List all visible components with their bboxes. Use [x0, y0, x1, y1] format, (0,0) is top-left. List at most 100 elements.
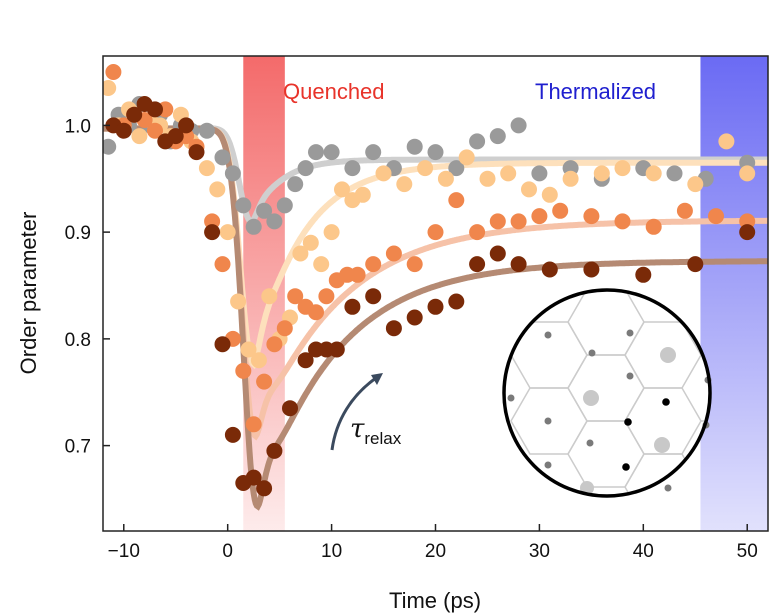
data-point	[266, 213, 283, 230]
x-tick-label: −10	[108, 541, 140, 562]
data-point	[214, 149, 231, 166]
small-atom	[626, 372, 634, 380]
data-point	[308, 144, 324, 161]
large-atom	[583, 390, 599, 406]
data-point	[489, 213, 506, 230]
data-point	[448, 293, 465, 310]
data-point	[276, 197, 293, 214]
data-point	[531, 208, 548, 225]
data-point	[266, 442, 283, 459]
data-point	[541, 261, 558, 278]
data-point	[147, 101, 163, 118]
data-point	[614, 213, 631, 230]
x-tick-label: 30	[529, 541, 550, 562]
region-thermalized	[700, 56, 768, 531]
inset-lattice	[502, 288, 712, 498]
data-point	[131, 128, 148, 145]
data-point	[235, 362, 252, 379]
data-point	[521, 181, 537, 198]
data-point	[718, 133, 735, 150]
data-point	[282, 400, 298, 417]
data-point	[645, 218, 662, 235]
small-atom	[544, 331, 552, 339]
data-point	[406, 138, 423, 155]
data-point	[531, 165, 548, 182]
relax-arrow	[330, 376, 377, 451]
data-point	[349, 266, 366, 283]
small-atom	[507, 394, 515, 402]
y-tick-label: 0.8	[65, 330, 91, 351]
data-point	[256, 202, 273, 219]
thermalized-label: Thermalized	[535, 79, 656, 104]
x-tick-label: 50	[737, 541, 758, 562]
data-point	[458, 149, 475, 166]
data-point	[297, 160, 314, 177]
data-point	[645, 165, 662, 182]
data-point	[739, 165, 756, 182]
data-point	[204, 224, 221, 241]
data-point	[318, 288, 335, 305]
data-point	[427, 144, 444, 161]
y-tick-label: 1.0	[65, 116, 91, 137]
data-point	[261, 288, 278, 305]
inset-border	[502, 288, 712, 498]
data-point	[287, 176, 304, 193]
data-point	[302, 234, 319, 251]
data-point	[448, 160, 465, 177]
data-point	[245, 218, 262, 235]
data-point	[510, 213, 527, 230]
axes: −10 0 10 20 30 40 50 0.7 0.8 0.9 1.0	[65, 116, 758, 562]
data-point	[344, 298, 361, 315]
data-points	[103, 64, 756, 497]
series-dark-brown	[105, 96, 756, 497]
data-point	[469, 224, 486, 241]
data-point	[188, 144, 205, 161]
data-point	[489, 128, 506, 145]
data-point	[344, 160, 361, 177]
data-point	[666, 165, 683, 182]
data-point	[230, 293, 247, 310]
data-point	[103, 80, 117, 96]
data-point	[583, 208, 600, 225]
data-point	[739, 224, 756, 241]
data-point	[417, 160, 434, 177]
data-point	[396, 176, 413, 193]
data-point	[562, 170, 579, 187]
tau-annotation: τrelax	[330, 373, 402, 451]
large-atom	[660, 347, 676, 363]
small-atom	[586, 439, 594, 447]
data-point	[328, 341, 345, 358]
x-tick-label: 10	[321, 541, 342, 562]
data-point	[126, 106, 143, 123]
data-point	[385, 245, 402, 262]
dark-atom	[622, 463, 630, 471]
small-atom	[626, 329, 634, 337]
data-point	[287, 288, 304, 305]
small-atom	[588, 349, 596, 357]
data-point	[105, 64, 122, 80]
data-point	[256, 480, 273, 497]
data-point	[209, 181, 226, 198]
data-point	[245, 416, 262, 433]
data-point	[224, 165, 241, 182]
small-atom	[664, 484, 672, 492]
data-point	[167, 128, 184, 145]
data-point	[479, 170, 496, 187]
data-point	[687, 176, 704, 193]
data-point	[448, 192, 465, 209]
data-point	[427, 224, 444, 241]
x-tick-label: 0	[222, 541, 233, 562]
data-point	[334, 181, 350, 198]
data-point	[323, 224, 340, 241]
data-point	[214, 256, 231, 273]
data-point	[224, 426, 241, 443]
small-atom	[544, 461, 552, 469]
data-point	[500, 165, 517, 182]
data-point	[245, 469, 262, 486]
data-point	[313, 256, 330, 273]
large-atom	[654, 437, 670, 453]
data-point	[214, 336, 231, 353]
data-point	[375, 165, 392, 182]
data-point	[510, 256, 527, 273]
